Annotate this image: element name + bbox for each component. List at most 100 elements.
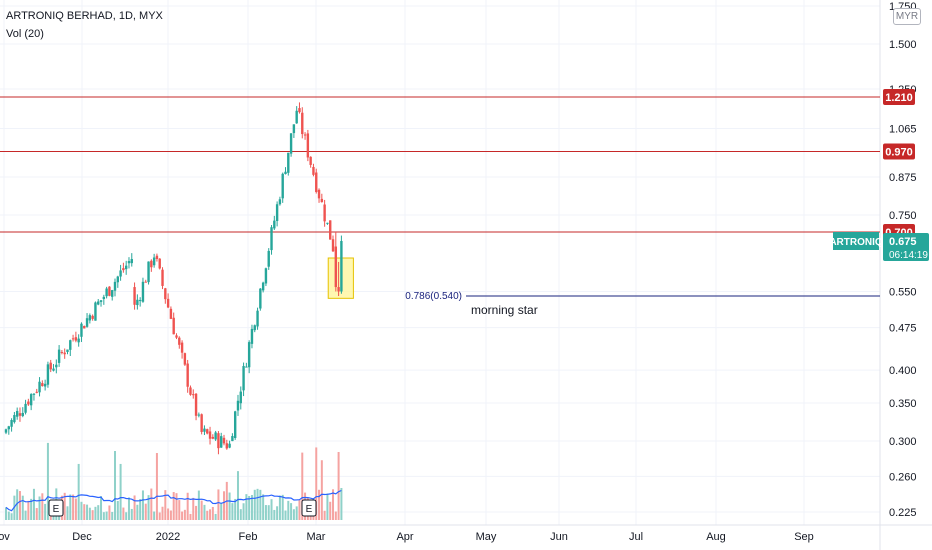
candle-body <box>186 363 189 387</box>
volume-bar <box>223 491 226 520</box>
earnings-marker-label: E <box>53 504 60 515</box>
volume-bar <box>195 505 198 520</box>
resistance-price-tag <box>883 143 915 160</box>
candle-body <box>183 353 187 365</box>
volume-bar <box>236 471 239 520</box>
volume-bar <box>35 508 38 520</box>
volume-bar <box>114 451 117 520</box>
candle-body <box>66 349 69 353</box>
time-tick-5: Apr <box>396 531 413 543</box>
time-tick-2: 2022 <box>156 531 180 543</box>
candle-body <box>270 227 273 251</box>
volume-bar <box>24 510 27 520</box>
volume-bar <box>181 511 184 520</box>
volume-bar <box>63 492 66 520</box>
candle-body <box>127 261 131 264</box>
volume-bar <box>119 463 122 520</box>
volume-bar <box>315 447 318 520</box>
candle-body <box>105 288 108 297</box>
candle-body <box>55 364 58 368</box>
price-tick-12: 0.225 <box>889 507 917 519</box>
volume-bar <box>270 499 273 520</box>
candle-body <box>315 172 318 193</box>
candle-body <box>267 250 270 267</box>
price-tick-10: 0.300 <box>889 436 917 448</box>
candle-body <box>46 364 50 385</box>
candle-body <box>152 257 156 266</box>
price-tick-4: 0.875 <box>889 172 917 184</box>
volume-bar <box>178 500 181 520</box>
earnings-marker <box>48 499 64 517</box>
candle-body <box>197 414 201 416</box>
volume-bar <box>164 490 167 520</box>
candle-body <box>91 315 94 319</box>
candle-body <box>298 108 301 113</box>
volume-bar <box>183 509 186 520</box>
candle-body <box>194 393 198 416</box>
volume-bar <box>186 492 189 520</box>
price-tick-1: 1.500 <box>889 39 917 51</box>
candle-body <box>32 393 36 395</box>
candle-body <box>27 401 30 405</box>
candle-body <box>141 281 145 302</box>
volume-bar <box>248 495 251 520</box>
volume-bar <box>290 503 293 520</box>
volume-bar <box>323 510 326 520</box>
volume-bar <box>49 513 52 520</box>
volume-bar <box>284 510 287 520</box>
currency-button[interactable]: MYR <box>893 8 921 25</box>
volume-bar <box>155 453 158 520</box>
volume-bar <box>111 511 114 520</box>
volume-bar <box>105 511 108 520</box>
candle-body <box>158 258 161 269</box>
candle-body <box>175 335 178 338</box>
volume-bar <box>334 511 337 520</box>
time-tick-7: Jun <box>550 531 568 543</box>
candle-body <box>306 133 310 158</box>
candle-body <box>214 432 217 440</box>
volume-ma <box>5 489 342 512</box>
candle-body <box>147 261 150 283</box>
volume-bar <box>130 508 133 520</box>
volume-bar <box>77 463 80 520</box>
volume-bar <box>245 494 248 520</box>
candle-body <box>116 276 119 283</box>
candle-body <box>52 368 55 371</box>
candle-body <box>35 391 38 393</box>
volume-bar <box>86 504 89 520</box>
volume-bar <box>253 489 256 520</box>
horizontal-lines: 0.786(0.540) morning star <box>0 96 880 317</box>
candle-body <box>133 287 136 305</box>
candle-body <box>281 173 284 199</box>
candle-body <box>136 299 139 306</box>
volume-bar <box>242 503 245 520</box>
resistance-price-label: 0.970 <box>885 147 913 159</box>
candle-body <box>228 443 231 448</box>
volume-bar <box>276 506 279 520</box>
volume-bar <box>203 504 206 520</box>
candle-body <box>211 436 215 439</box>
volume-bar <box>21 495 24 520</box>
price-tick-11: 0.260 <box>889 471 917 483</box>
candle-body <box>85 318 89 327</box>
time-tick-6: May <box>476 531 497 543</box>
volume-bar <box>228 492 231 520</box>
volume-bar <box>46 442 49 520</box>
volume-bar <box>250 494 253 520</box>
volume-bar <box>7 511 10 520</box>
candle-body <box>94 302 97 321</box>
earnings-marker <box>301 499 317 517</box>
candle-body <box>29 394 33 406</box>
volume-indicator-label[interactable]: Vol (20) <box>6 28 44 40</box>
volume-bar <box>264 505 267 520</box>
candle-body <box>340 240 343 292</box>
volume-bar <box>69 494 72 520</box>
candle-body <box>242 366 245 391</box>
price-tick-7: 0.475 <box>889 323 917 335</box>
candle-body <box>18 413 22 416</box>
volume-bar <box>74 498 77 520</box>
candle-body <box>250 328 254 344</box>
candle-body <box>206 429 209 434</box>
